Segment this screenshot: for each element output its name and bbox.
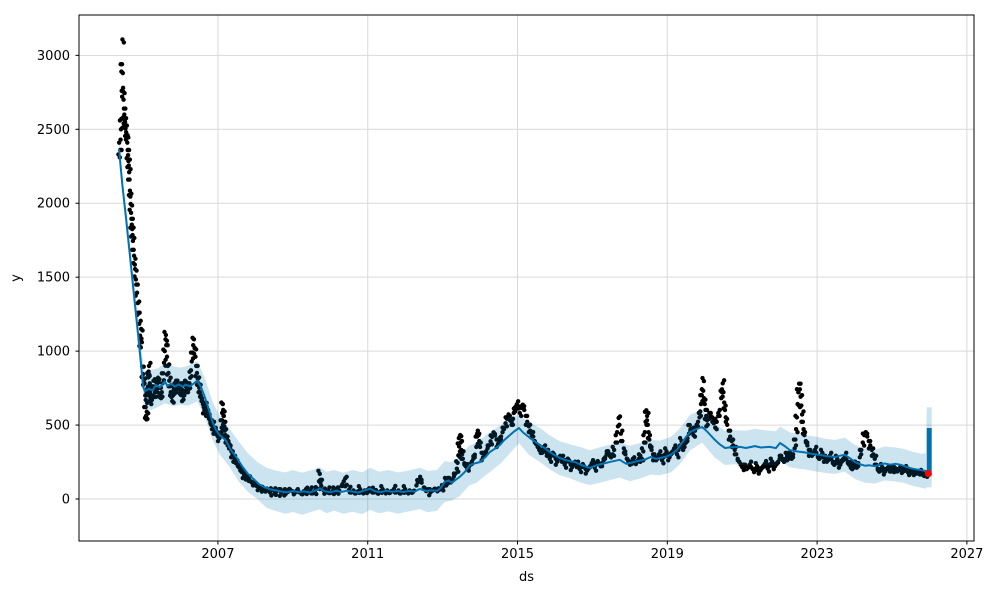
y-tick-label: 1000 <box>37 345 70 360</box>
axis-ticks: 2007 2011 2015 2019 2023 2027 0 500 1000 1500 2000… <box>37 49 984 562</box>
y-tick-label: 2000 <box>37 197 70 212</box>
y-tick-label: 1500 <box>37 271 70 286</box>
x-axis-label: ds <box>519 570 534 585</box>
x-tick-label: 2019 <box>651 547 684 562</box>
x-tick-label: 2007 <box>201 547 234 562</box>
y-tick-label: 3000 <box>37 49 70 64</box>
forecast-trend-line <box>118 149 928 494</box>
x-tick-label: 2015 <box>501 547 534 562</box>
x-tick-label: 2027 <box>950 547 983 562</box>
uncertainty-band <box>119 139 932 515</box>
axes-spines <box>78 14 975 542</box>
latest-actual-point <box>924 469 932 478</box>
future-forecast-bar <box>926 428 932 473</box>
y-tick-label: 2500 <box>37 123 70 138</box>
y-tick-label: 0 <box>62 493 70 508</box>
y-axis-label: y <box>9 274 24 282</box>
x-tick-label: 2023 <box>801 547 834 562</box>
x-tick-label: 2011 <box>351 547 384 562</box>
gridlines <box>79 15 974 541</box>
y-tick-label: 500 <box>45 419 70 434</box>
